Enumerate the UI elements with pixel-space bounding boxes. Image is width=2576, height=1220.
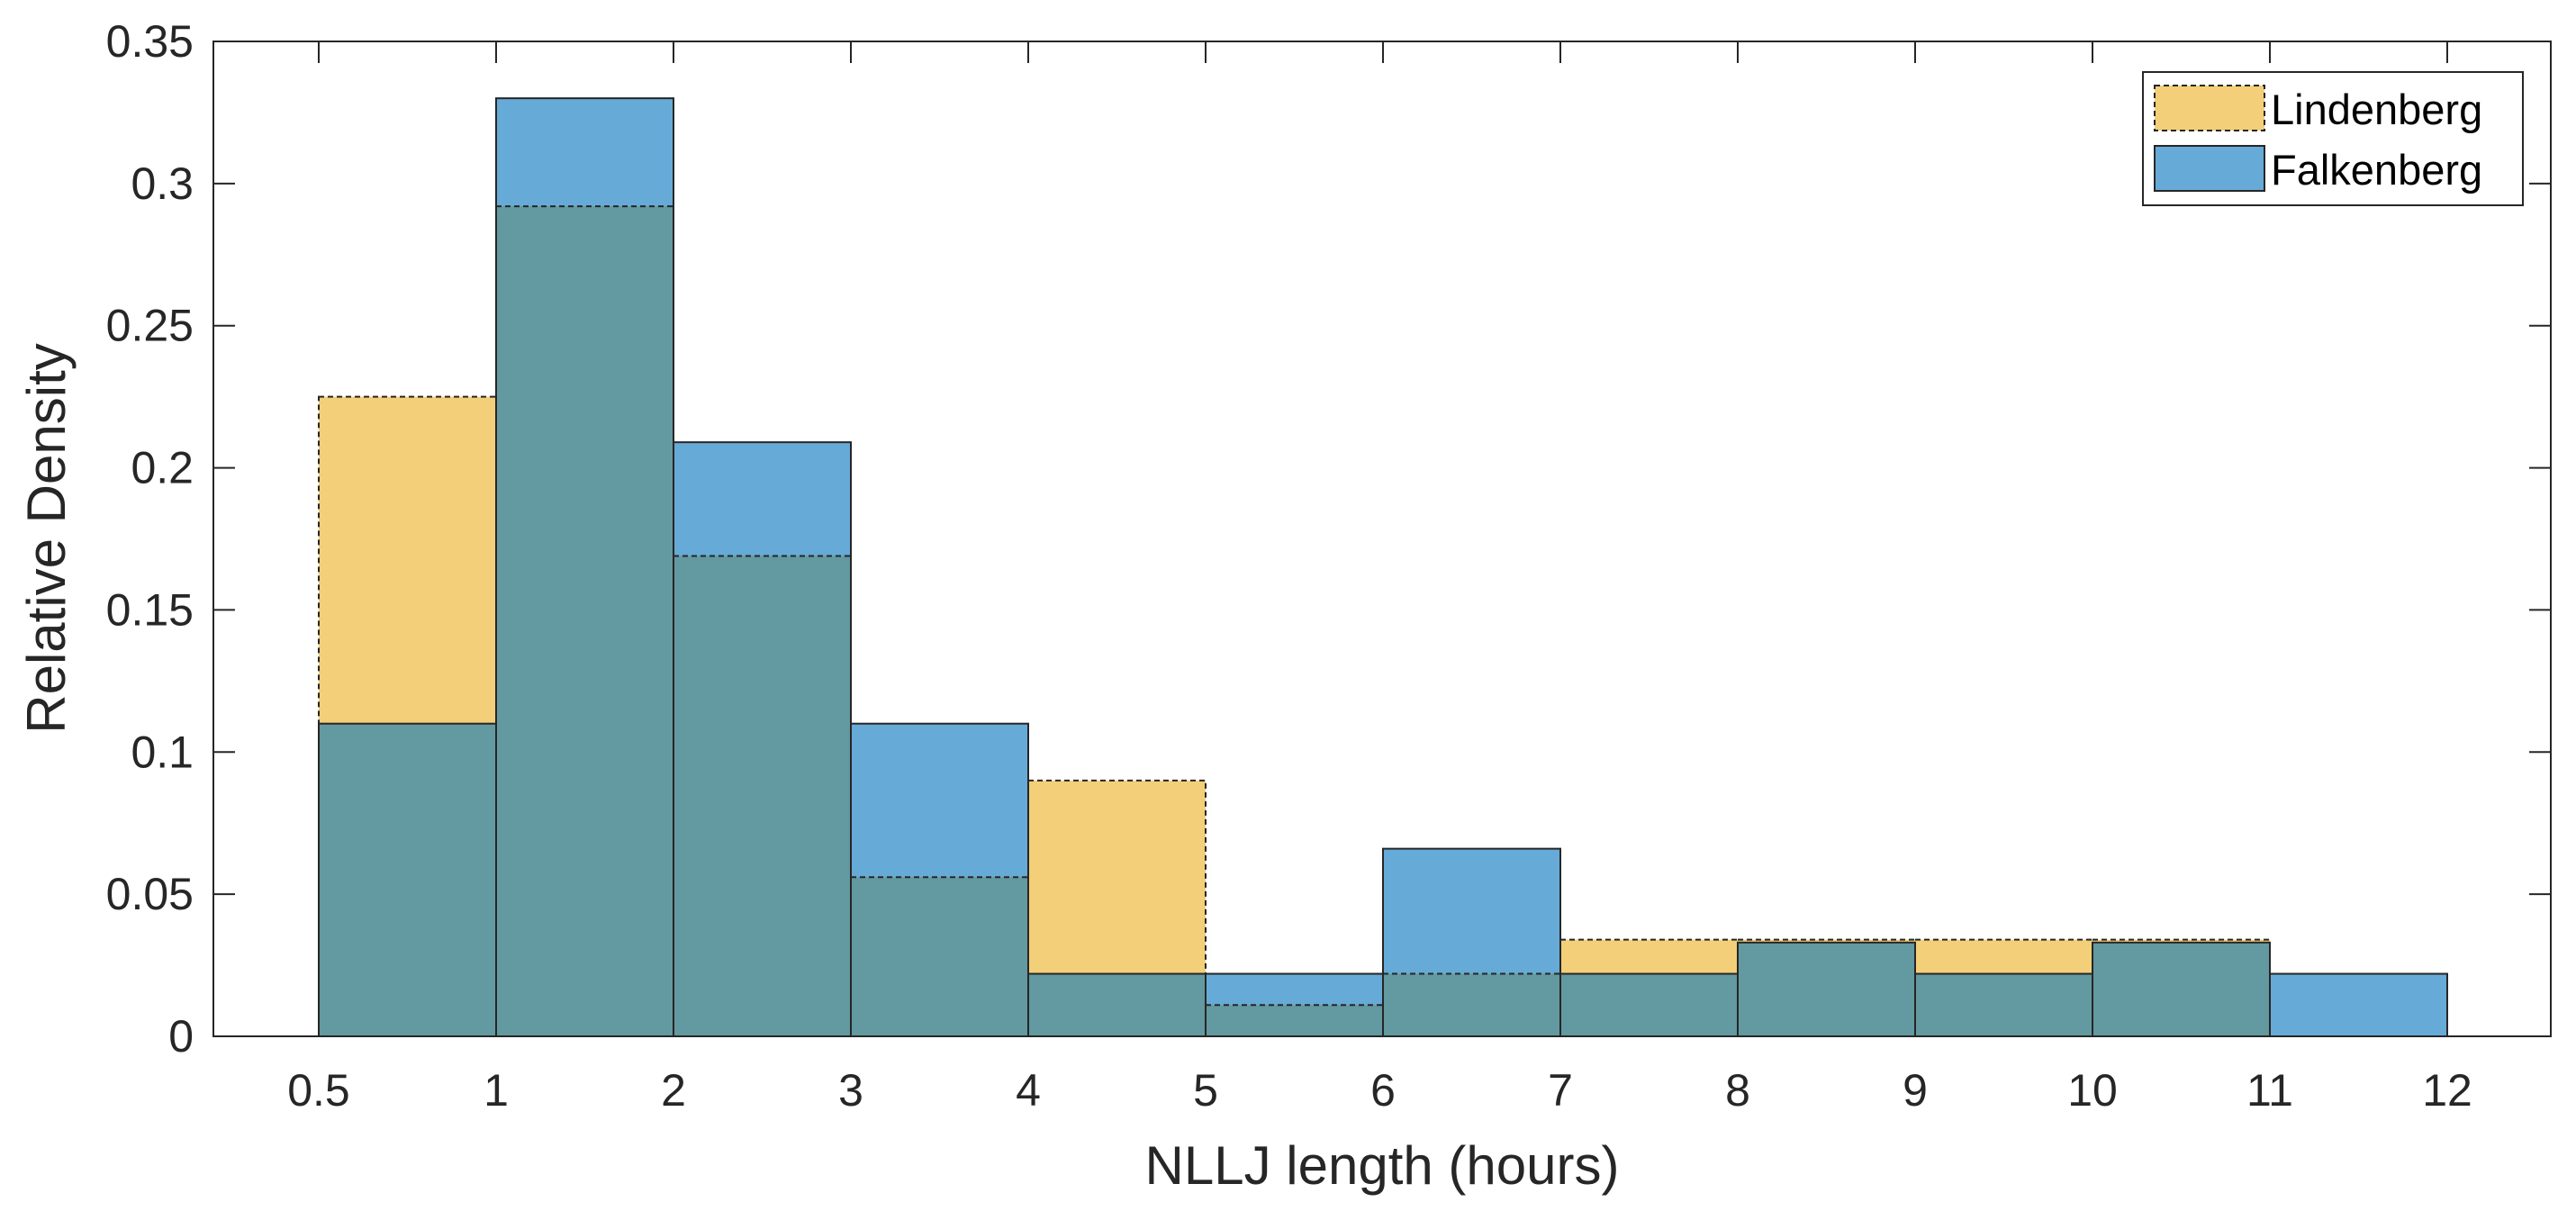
bar-overlap-9-10 — [1915, 973, 2092, 1036]
x-tick-label: 1 — [484, 1065, 509, 1116]
y-axis-ticks: 0 0.05 0.1 0.15 0.2 0.25 0.3 0.35 — [106, 16, 2551, 1062]
bar-overlap-6-7 — [1383, 973, 1560, 1036]
y-axis-title: Relative Density — [16, 343, 77, 734]
x-tick-label: 10 — [2067, 1065, 2118, 1116]
x-axis-title: NLLJ length (hours) — [1145, 1135, 1620, 1196]
y-tick-label: 0.35 — [106, 16, 194, 67]
x-axis-ticks: 0.5 1 2 3 4 5 6 7 8 9 10 11 12 — [287, 41, 2472, 1116]
bar-overlap-7-8 — [1560, 973, 1738, 1036]
y-tick-label: 0 — [168, 1011, 194, 1062]
x-tick-label: 7 — [1548, 1065, 1573, 1116]
bar-overlap-4-5 — [1028, 973, 1206, 1036]
y-tick-label: 0.15 — [106, 584, 194, 635]
x-tick-label: 8 — [1725, 1065, 1750, 1116]
x-tick-label: 4 — [1016, 1065, 1041, 1116]
x-tick-label: 9 — [1903, 1065, 1928, 1116]
y-tick-label: 0.25 — [106, 301, 194, 351]
x-tick-label: 2 — [661, 1065, 686, 1116]
x-tick-label: 11 — [2246, 1065, 2293, 1116]
bar-overlap-1-2 — [496, 206, 673, 1037]
bar-overlap-3-4 — [851, 877, 1028, 1036]
x-tick-label: 3 — [838, 1065, 863, 1116]
bar-overlap-10-11 — [2092, 942, 2270, 1036]
x-tick-label: 12 — [2422, 1065, 2472, 1116]
x-tick-label: 6 — [1370, 1065, 1396, 1116]
legend-swatch-falkenberg — [2154, 145, 2265, 192]
overlap-bars — [319, 206, 2270, 1037]
bar-overlap-2-3 — [673, 556, 851, 1036]
x-tick-label: 0.5 — [287, 1065, 350, 1116]
y-tick-label: 0.1 — [131, 727, 194, 777]
y-tick-label: 0.3 — [131, 158, 194, 209]
legend-label-falkenberg: Falkenberg — [2271, 146, 2482, 194]
bar-overlap-5-6 — [1206, 1005, 1383, 1036]
bar-edge-lindenberg-4-5 — [1027, 779, 1207, 1037]
x-tick-label: 5 — [1193, 1065, 1218, 1116]
bar-falkenberg-11-12 — [2270, 973, 2447, 1036]
bar-overlap-8-9 — [1738, 942, 1915, 1036]
y-tick-label: 0.2 — [131, 443, 194, 493]
legend-label-lindenberg: Lindenberg — [2271, 86, 2482, 133]
y-tick-label: 0.05 — [106, 869, 194, 919]
legend-swatch-lindenberg — [2154, 85, 2265, 131]
legend: Lindenberg Falkenberg — [2142, 71, 2524, 206]
bar-overlap-0_5-1 — [319, 723, 496, 1036]
